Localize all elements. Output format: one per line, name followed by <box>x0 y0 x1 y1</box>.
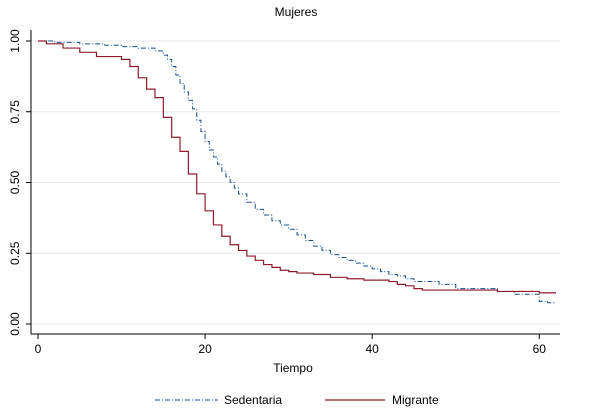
legend-label-migrante: Migrante <box>392 393 439 407</box>
series-layer <box>38 40 556 304</box>
series-line-migrante <box>38 40 556 294</box>
y-tick-label: 1.00 <box>8 29 22 53</box>
y-tick-label: 0.00 <box>8 312 22 336</box>
x-tick-label: 20 <box>198 342 212 356</box>
x-tick-label: 40 <box>366 342 380 356</box>
x-axis-label: Tiempo <box>273 361 313 375</box>
y-tick-label: 0.25 <box>8 241 22 265</box>
series-line-sedentaria <box>38 40 556 304</box>
legend-label-sedentaria: Sedentaria <box>224 393 282 407</box>
y-tick-label: 0.50 <box>8 170 22 194</box>
legend: Sedentaria Migrante <box>155 393 439 407</box>
chart-title: Mujeres <box>275 5 318 19</box>
tick-layer: 0.00 0.25 0.50 0.75 1.00 0 20 40 60 <box>8 29 546 356</box>
x-tick-label: 0 <box>35 342 42 356</box>
grid-layer <box>31 40 560 325</box>
y-tick-label: 0.75 <box>8 100 22 124</box>
x-tick-label: 60 <box>533 342 547 356</box>
